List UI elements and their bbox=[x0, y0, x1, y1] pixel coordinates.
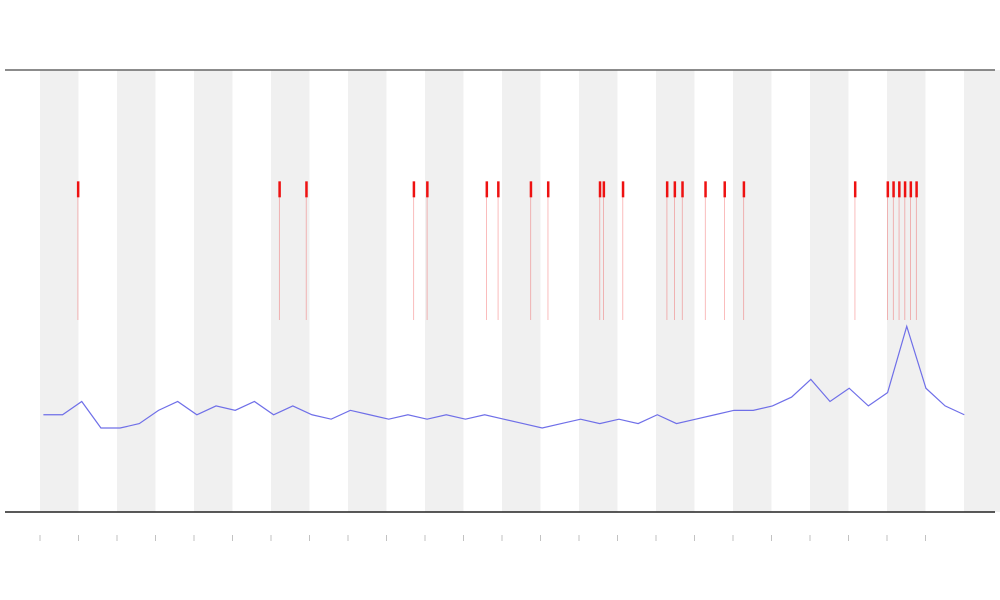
day-bands bbox=[40, 70, 1000, 512]
band bbox=[271, 70, 310, 512]
band bbox=[733, 70, 772, 512]
event-marker bbox=[426, 181, 429, 198]
event-marker bbox=[602, 181, 606, 198]
event-marker bbox=[898, 181, 901, 198]
event-marker bbox=[673, 181, 677, 198]
event-marker bbox=[412, 181, 416, 198]
band bbox=[887, 70, 926, 512]
event-marker bbox=[915, 181, 918, 198]
event-marker bbox=[886, 181, 890, 198]
band bbox=[964, 70, 1000, 512]
band bbox=[194, 70, 233, 512]
event-marker bbox=[853, 181, 857, 198]
event-marker bbox=[704, 181, 707, 198]
event-marker bbox=[621, 181, 625, 198]
band bbox=[40, 70, 79, 512]
event-marker bbox=[681, 181, 684, 198]
event-marker bbox=[497, 181, 500, 198]
band bbox=[810, 70, 849, 512]
band bbox=[348, 70, 387, 512]
series-line bbox=[43, 324, 965, 429]
event-marker bbox=[742, 181, 746, 198]
band bbox=[117, 70, 156, 512]
event-marker bbox=[665, 181, 669, 198]
band bbox=[502, 70, 541, 512]
event-marker bbox=[598, 181, 602, 198]
event-marker bbox=[305, 181, 308, 198]
band bbox=[579, 70, 618, 512]
event-marker bbox=[903, 181, 907, 198]
event-marker bbox=[76, 181, 80, 198]
band bbox=[425, 70, 464, 512]
event-marker bbox=[909, 181, 913, 198]
event-marker bbox=[892, 181, 895, 198]
event-marker bbox=[485, 181, 489, 198]
band bbox=[656, 70, 695, 512]
event-marker bbox=[723, 181, 726, 198]
event-marker bbox=[546, 181, 550, 198]
event-marker bbox=[278, 181, 281, 198]
event-marker bbox=[529, 181, 533, 198]
